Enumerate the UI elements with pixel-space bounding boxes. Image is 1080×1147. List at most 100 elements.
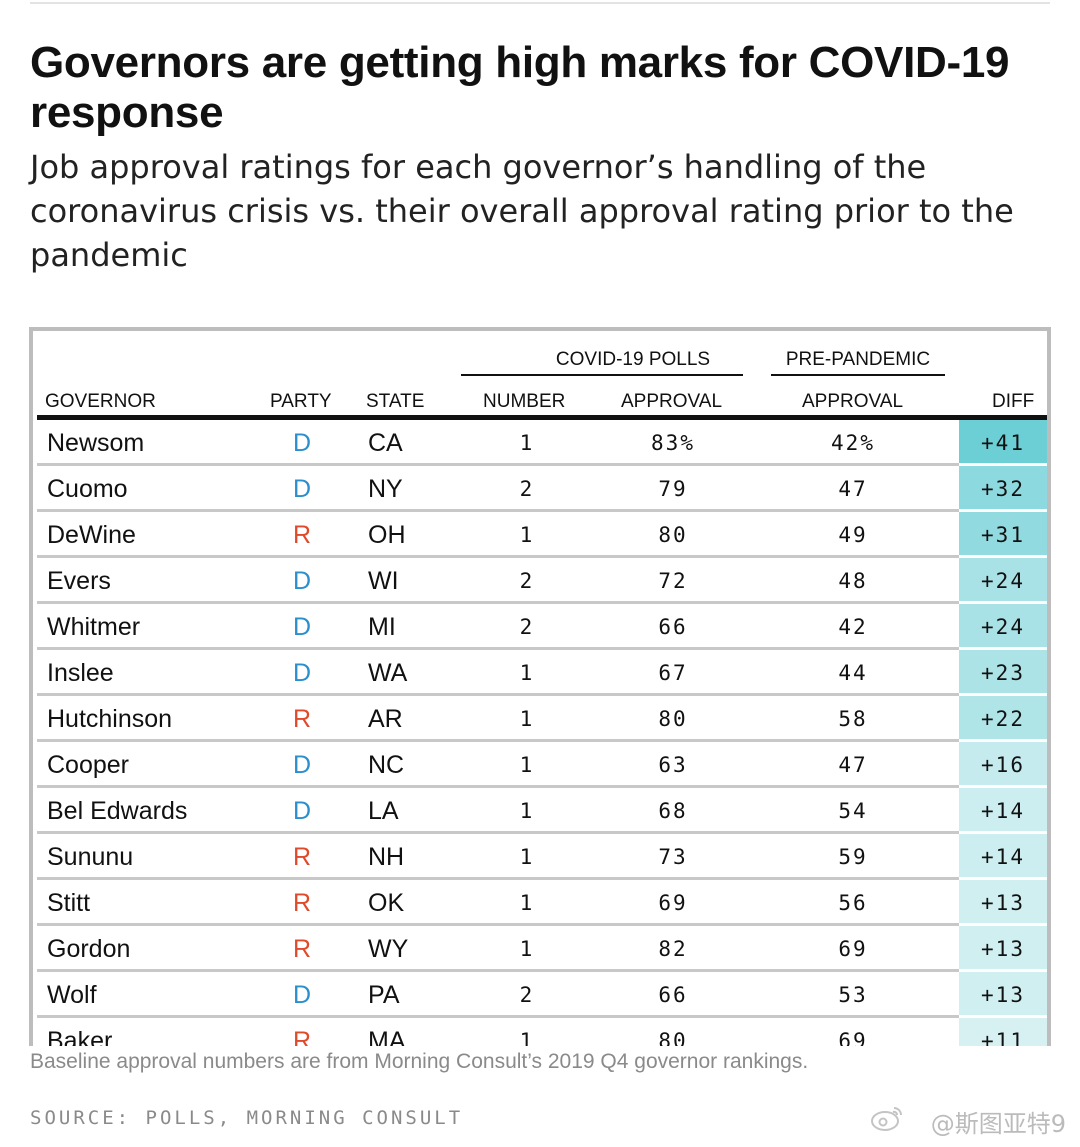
diff-cell: +24	[959, 604, 1047, 647]
row-divider	[37, 463, 959, 466]
governor-name: Wolf	[47, 981, 97, 1009]
pre-pandemic-approval: 69	[838, 1029, 868, 1046]
poll-count: 2	[519, 983, 535, 1007]
diff-cell: +14	[959, 834, 1047, 877]
governor-name: DeWine	[47, 521, 136, 549]
pre-pandemic-approval: 47	[838, 477, 868, 501]
pre-pandemic-approval: 56	[838, 891, 868, 915]
table-row: Bel Edwards D LA 1 68 54 +14	[33, 788, 1047, 834]
state-code: WA	[368, 659, 408, 687]
header-rule	[37, 415, 1047, 420]
table-row: Gordon R WY 1 82 69 +13	[33, 926, 1047, 972]
poll-count: 1	[519, 661, 535, 685]
source-line: SOURCE: POLLS, MORNING CONSULT	[30, 1107, 464, 1129]
poll-count: 1	[519, 1029, 535, 1046]
chart-subtitle: Job approval ratings for each governor’s…	[30, 148, 1014, 274]
pre-pandemic-approval: 47	[838, 753, 868, 777]
governor-name: Hutchinson	[47, 705, 173, 733]
pre-pandemic-approval: 49	[838, 523, 868, 547]
covid-approval: 83%	[651, 431, 695, 455]
poll-count: 1	[519, 753, 535, 777]
row-divider	[37, 555, 959, 558]
poll-count: 2	[519, 615, 535, 639]
covid-approval: 68	[658, 799, 688, 823]
diff-cell: +41	[959, 420, 1047, 463]
approval-table: COVID-19 POLLS PRE-PANDEMIC GOVERNOR PAR…	[29, 327, 1051, 1046]
diff-cell: +13	[959, 880, 1047, 923]
party-label: R	[292, 1027, 312, 1046]
diff-cell: +23	[959, 650, 1047, 693]
pre-pandemic-approval: 58	[838, 707, 868, 731]
state-code: MA	[368, 1027, 406, 1046]
table-row: Sununu R NH 1 73 59 +14	[33, 834, 1047, 880]
col-header-governor: GOVERNOR	[45, 391, 156, 412]
governor-name: Whitmer	[47, 613, 141, 641]
table-row: Wolf D PA 2 66 53 +13	[33, 972, 1047, 1018]
group-rule-covid	[461, 374, 743, 376]
covid-approval: 82	[658, 937, 688, 961]
governor-name: Evers	[47, 567, 111, 595]
row-divider	[37, 739, 959, 742]
covid-approval: 66	[658, 615, 688, 639]
table-row: Cooper D NC 1 63 47 +16	[33, 742, 1047, 788]
col-header-party: PARTY	[270, 391, 332, 412]
row-divider	[37, 509, 959, 512]
party-label: D	[292, 429, 312, 457]
diff-cell: +11	[959, 1018, 1047, 1046]
state-code: PA	[368, 981, 400, 1009]
group-rule-pre	[771, 374, 945, 376]
table-row: Stitt R OK 1 69 56 +13	[33, 880, 1047, 926]
covid-approval: 69	[658, 891, 688, 915]
pre-pandemic-approval: 53	[838, 983, 868, 1007]
table-row: Evers D WI 2 72 48 +24	[33, 558, 1047, 604]
pre-pandemic-approval: 44	[838, 661, 868, 685]
table-row: Cuomo D NY 2 79 47 +32	[33, 466, 1047, 512]
party-label: R	[292, 935, 312, 963]
state-code: OK	[368, 889, 405, 917]
pre-pandemic-approval: 59	[838, 845, 868, 869]
group-header-pre: PRE-PANDEMIC	[785, 349, 931, 370]
table-row: Baker R MA 1 80 69 +11	[33, 1018, 1047, 1046]
diff-cell: +24	[959, 558, 1047, 601]
diff-cell: +16	[959, 742, 1047, 785]
state-code: NH	[368, 843, 405, 871]
diff-cell: +31	[959, 512, 1047, 555]
weibo-icon	[871, 1107, 902, 1131]
col-header-state: STATE	[366, 391, 425, 412]
table-row: Whitmer D MI 2 66 42 +24	[33, 604, 1047, 650]
footnote: Baseline approval numbers are from Morni…	[30, 1050, 809, 1073]
poll-count: 1	[519, 523, 535, 547]
poll-count: 1	[519, 799, 535, 823]
governor-name: Cuomo	[47, 475, 128, 503]
poll-count: 1	[519, 707, 535, 731]
table-row: Hutchinson R AR 1 80 58 +22	[33, 696, 1047, 742]
party-label: D	[292, 797, 312, 825]
party-label: D	[292, 981, 312, 1009]
party-label: R	[292, 521, 312, 549]
party-label: R	[292, 843, 312, 871]
poll-count: 1	[519, 891, 535, 915]
state-code: LA	[368, 797, 399, 825]
governor-name: Baker	[47, 1027, 113, 1046]
row-divider	[37, 1015, 959, 1018]
row-divider	[37, 601, 959, 604]
diff-cell: +22	[959, 696, 1047, 739]
state-code: AR	[368, 705, 403, 733]
state-code: MI	[368, 613, 396, 641]
party-label: D	[292, 475, 312, 503]
covid-approval: 79	[658, 477, 688, 501]
poll-count: 2	[519, 477, 535, 501]
party-label: D	[292, 751, 312, 779]
poll-count: 2	[519, 569, 535, 593]
poll-count: 1	[519, 937, 535, 961]
row-divider	[37, 969, 959, 972]
pre-pandemic-approval: 42%	[831, 431, 875, 455]
row-divider	[37, 785, 959, 788]
pre-pandemic-approval: 54	[838, 799, 868, 823]
party-label: D	[292, 659, 312, 687]
poll-count: 1	[519, 845, 535, 869]
diff-cell: +13	[959, 926, 1047, 969]
diff-cell: +32	[959, 466, 1047, 509]
col-header-covid-approval: APPROVAL	[621, 391, 723, 412]
table-row: Newsom D CA 1 83% 42% +41	[33, 420, 1047, 466]
